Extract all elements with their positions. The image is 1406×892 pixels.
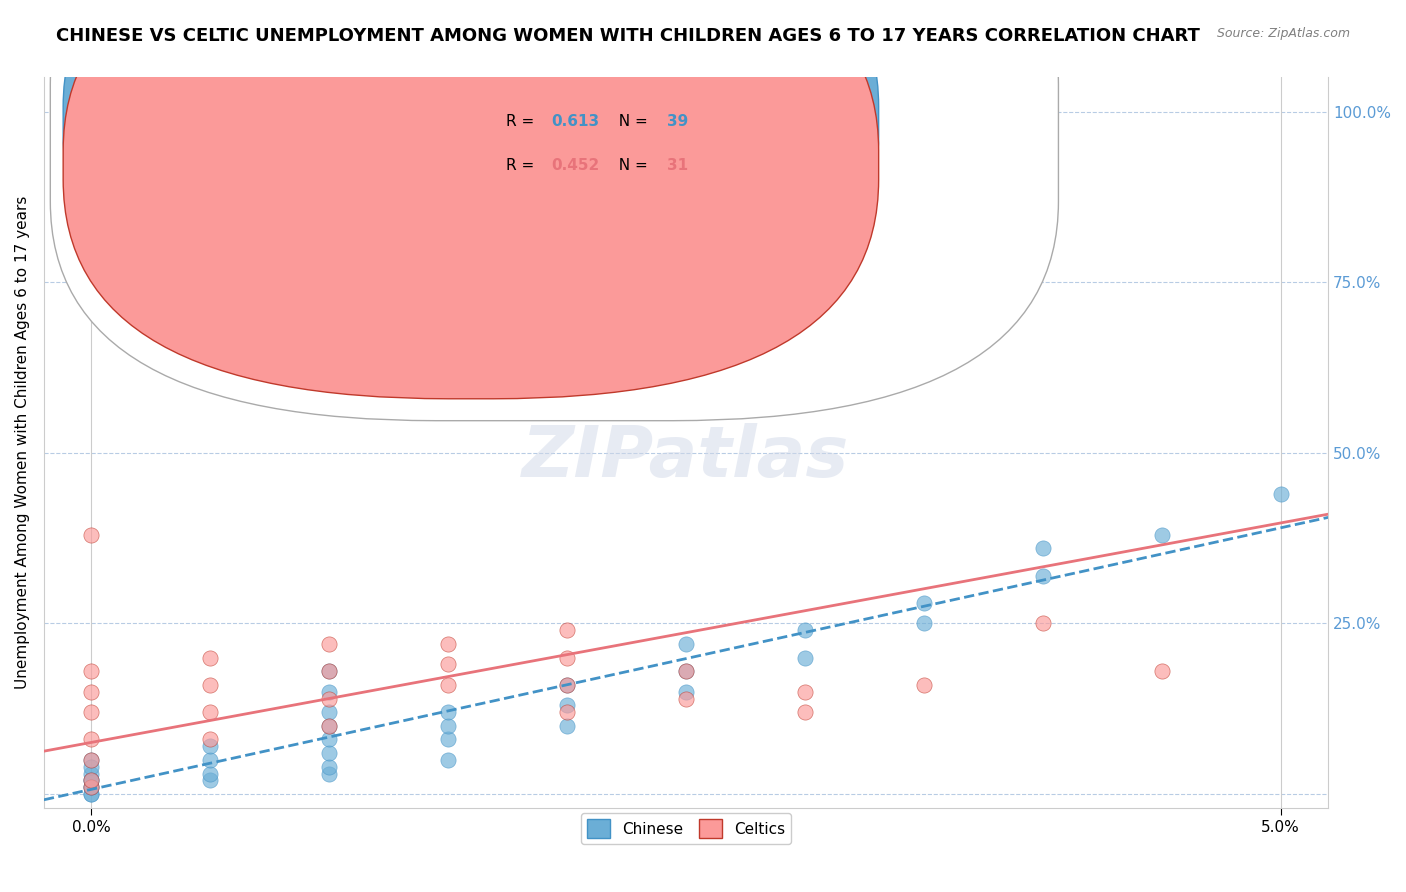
- Point: [80, 753, 103, 767]
- Point: [80, 760, 103, 774]
- Point: [437, 657, 460, 672]
- Point: [1270, 487, 1292, 501]
- Point: [80, 527, 103, 541]
- Point: [80, 773, 103, 788]
- Legend: Chinese, Celtics: Chinese, Celtics: [581, 814, 792, 844]
- Point: [555, 719, 578, 733]
- FancyBboxPatch shape: [51, 0, 1059, 421]
- Point: [80, 780, 103, 795]
- Point: [80, 684, 103, 698]
- Point: [1150, 527, 1173, 541]
- Point: [555, 678, 578, 692]
- Point: [555, 698, 578, 713]
- Point: [80, 665, 103, 679]
- Point: [80, 773, 103, 788]
- Point: [675, 684, 697, 698]
- Point: [318, 684, 340, 698]
- Point: [793, 684, 815, 698]
- Point: [80, 780, 103, 795]
- Text: Source: ZipAtlas.com: Source: ZipAtlas.com: [1216, 27, 1350, 40]
- Point: [437, 732, 460, 747]
- Text: CHINESE VS CELTIC UNEMPLOYMENT AMONG WOMEN WITH CHILDREN AGES 6 TO 17 YEARS CORR: CHINESE VS CELTIC UNEMPLOYMENT AMONG WOM…: [56, 27, 1201, 45]
- FancyBboxPatch shape: [63, 0, 879, 355]
- Point: [912, 596, 935, 610]
- Point: [793, 650, 815, 665]
- Point: [437, 678, 460, 692]
- Point: [675, 637, 697, 651]
- Point: [318, 637, 340, 651]
- Point: [318, 665, 340, 679]
- Point: [555, 705, 578, 719]
- Point: [318, 665, 340, 679]
- Point: [555, 650, 578, 665]
- Text: ZIPatlas: ZIPatlas: [522, 423, 849, 491]
- Text: 0.452: 0.452: [551, 158, 599, 172]
- Text: R =: R =: [506, 114, 540, 128]
- Point: [80, 732, 103, 747]
- Point: [912, 678, 935, 692]
- Point: [200, 766, 222, 780]
- Point: [318, 719, 340, 733]
- Point: [793, 624, 815, 638]
- Point: [318, 691, 340, 706]
- Text: 39: 39: [666, 114, 688, 128]
- Point: [555, 678, 578, 692]
- Point: [1032, 541, 1054, 556]
- Point: [200, 678, 222, 692]
- Point: [555, 624, 578, 638]
- Y-axis label: Unemployment Among Women with Children Ages 6 to 17 years: Unemployment Among Women with Children A…: [15, 196, 30, 690]
- FancyBboxPatch shape: [63, 0, 879, 399]
- Point: [80, 780, 103, 795]
- Point: [1032, 616, 1054, 631]
- Point: [200, 705, 222, 719]
- Point: [318, 746, 340, 760]
- Point: [437, 705, 460, 719]
- Text: N =: N =: [609, 158, 652, 172]
- Point: [200, 739, 222, 754]
- Point: [318, 766, 340, 780]
- Text: 31: 31: [666, 158, 688, 172]
- Point: [318, 705, 340, 719]
- Point: [675, 691, 697, 706]
- Point: [80, 753, 103, 767]
- Point: [793, 705, 815, 719]
- Point: [1032, 568, 1054, 582]
- Point: [318, 760, 340, 774]
- Point: [1150, 665, 1173, 679]
- Point: [318, 719, 340, 733]
- Point: [200, 773, 222, 788]
- Point: [912, 616, 935, 631]
- Point: [437, 753, 460, 767]
- Point: [80, 773, 103, 788]
- Point: [437, 637, 460, 651]
- Point: [80, 787, 103, 801]
- Point: [200, 732, 222, 747]
- Point: [80, 705, 103, 719]
- Point: [318, 732, 340, 747]
- Point: [675, 665, 697, 679]
- Point: [437, 719, 460, 733]
- Point: [200, 650, 222, 665]
- Point: [80, 766, 103, 780]
- Point: [675, 665, 697, 679]
- Text: N =: N =: [609, 114, 652, 128]
- Point: [80, 787, 103, 801]
- Point: [200, 753, 222, 767]
- Text: 0.613: 0.613: [551, 114, 599, 128]
- Text: R =: R =: [506, 158, 540, 172]
